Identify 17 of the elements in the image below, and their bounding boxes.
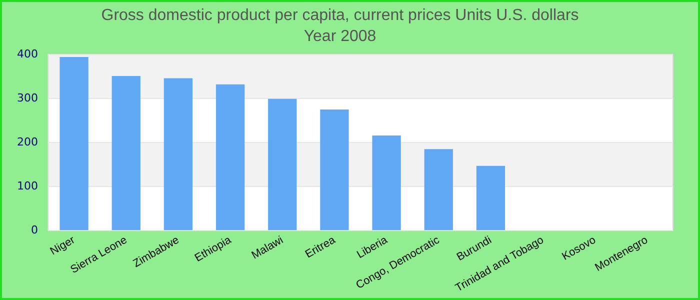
y-tick-label: 200 — [16, 135, 38, 148]
bar — [476, 166, 506, 230]
bar — [216, 84, 245, 230]
bar — [60, 57, 88, 230]
chart-title: Gross domestic product per capita, current prices Units U.S. dollars — [101, 7, 579, 24]
bar — [164, 78, 193, 230]
x-tick-label: Niger — [48, 234, 78, 258]
bar — [372, 135, 401, 230]
y-tick-label: 100 — [16, 179, 38, 192]
y-tick-label: 300 — [16, 91, 38, 104]
bar — [424, 149, 453, 230]
bar — [268, 98, 297, 230]
chart-subtitle: Year 2008 — [304, 28, 376, 46]
y-tick-label: 0 — [30, 223, 38, 236]
bar — [320, 109, 349, 230]
y-tick-label: 400 — [16, 47, 38, 60]
bar — [112, 76, 140, 230]
